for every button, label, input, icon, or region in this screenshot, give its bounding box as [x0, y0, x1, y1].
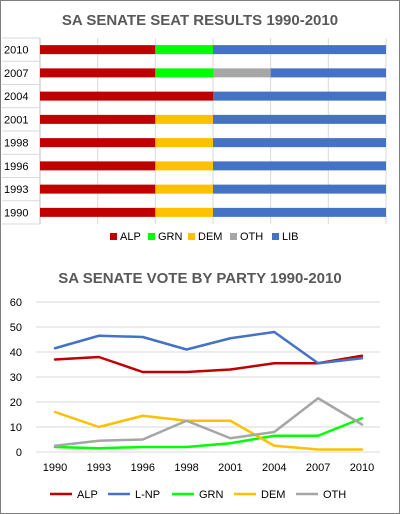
seat-bar-alp — [40, 68, 156, 78]
seat-bar-lib — [270, 68, 386, 78]
seat-legend-swatch-oth — [230, 233, 237, 240]
seat-year-label: 1998 — [4, 138, 28, 150]
seat-legend-label: OTH — [240, 231, 263, 243]
seat-bar-alp — [40, 207, 156, 217]
seat-bar-dem — [155, 161, 213, 171]
seat-legend-label: LIB — [282, 231, 299, 243]
seat-bar-dem — [155, 184, 213, 194]
seat-legend-label: DEM — [198, 231, 222, 243]
seat-legend-swatch-dem — [188, 233, 195, 240]
seat-bar-dem — [155, 138, 213, 148]
seat-bar-lib — [213, 161, 386, 171]
seat-bar-lib — [213, 91, 386, 101]
seat-year-label: 2001 — [4, 114, 28, 126]
seat-legend-swatch-alp — [110, 233, 117, 240]
seat-chart-title: SA SENATE SEAT RESULTS 1990-2010 — [62, 12, 338, 29]
seat-year-label: 1996 — [4, 161, 28, 173]
seat-legend-swatch-grn — [148, 233, 155, 240]
seat-bar-lib — [213, 207, 386, 217]
seat-bar-lib — [213, 138, 386, 148]
seat-bar-alp — [40, 184, 156, 194]
seat-bar-grn — [155, 68, 213, 78]
seat-chart-gridlines — [2, 37, 387, 225]
seat-chart-legend: ALP GRN DEM OTH LIB — [110, 231, 299, 243]
seat-bar-lib — [213, 45, 386, 55]
seat-bar-alp — [40, 45, 156, 55]
seat-bar-alp — [40, 114, 156, 124]
seat-chart-year-labels: 2010 2007 2004 2001 1998 1996 1993 1990 — [4, 45, 28, 220]
seat-bar-lib — [213, 114, 386, 124]
seat-bar-grn — [155, 45, 213, 55]
seat-year-label: 1993 — [4, 184, 28, 196]
seat-legend-swatch-lib — [272, 233, 279, 240]
seat-results-chart: SA SENATE SEAT RESULTS 1990-2010 2010 200… — [2, 12, 387, 243]
seat-year-label: 1990 — [4, 207, 28, 219]
seat-bar-lib — [213, 184, 386, 194]
seat-year-label: 2010 — [4, 45, 28, 57]
seat-year-label: 2007 — [4, 68, 28, 80]
seat-bar-alp — [40, 91, 213, 101]
seat-legend-label: GRN — [158, 231, 183, 243]
seat-legend-label: ALP — [120, 231, 141, 243]
seat-bar-alp — [40, 138, 156, 148]
seat-bar-dem — [155, 114, 213, 124]
seat-bar-oth — [213, 68, 271, 78]
seat-chart-bars — [40, 45, 386, 217]
seat-bar-dem — [155, 207, 213, 217]
seat-year-label: 2004 — [4, 91, 28, 103]
seat-bar-alp — [40, 161, 156, 171]
